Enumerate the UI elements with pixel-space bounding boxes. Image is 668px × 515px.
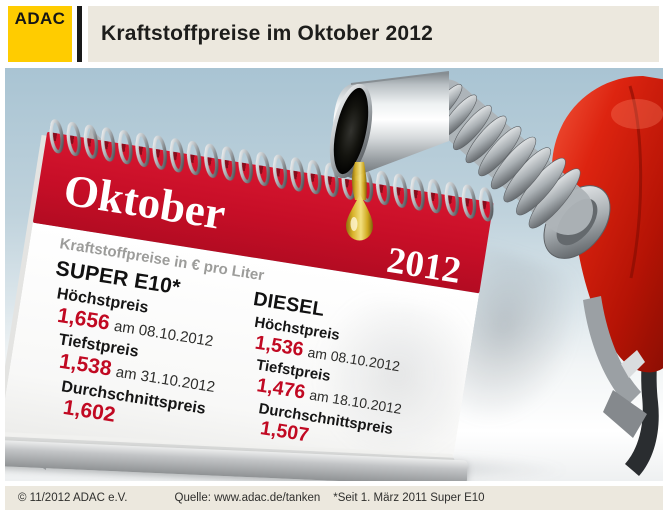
footer-bar: © 11/2012 ADAC e.V. Quelle: www.adac.de/… — [5, 486, 663, 510]
fuel-column-super-e10: SUPER E10* Höchstpreis 1,656am 08.10.201… — [33, 257, 248, 445]
adac-logo-text: ADAC — [14, 9, 66, 28]
nozzle-spout — [329, 71, 450, 179]
nozzle-body — [552, 76, 663, 373]
source-text: Quelle: www.adac.de/tanken — [174, 492, 321, 504]
spiral-binding-icon — [45, 114, 499, 229]
copyright-text: © 11/2012 ADAC e.V. — [18, 492, 128, 504]
logo-divider — [77, 6, 82, 62]
desk-calendar: Oktober 2012 Kraftstof — [5, 114, 499, 481]
title-bar: Kraftstoffpreise im Oktober 2012 — [88, 6, 659, 62]
illustration-scene: Oktober 2012 Kraftstof — [5, 68, 663, 481]
nozzle-trigger-guard — [583, 296, 647, 438]
footnote-text: *Seit 1. März 2011 Super E10 — [333, 492, 485, 504]
fuel-nozzle-icon — [329, 71, 663, 476]
adac-logo: ADAC — [8, 6, 72, 62]
nozzle-flex-hose — [420, 79, 593, 235]
fuel-drop-icon — [346, 162, 373, 241]
page-title: Kraftstoffpreise im Oktober 2012 — [101, 22, 434, 45]
